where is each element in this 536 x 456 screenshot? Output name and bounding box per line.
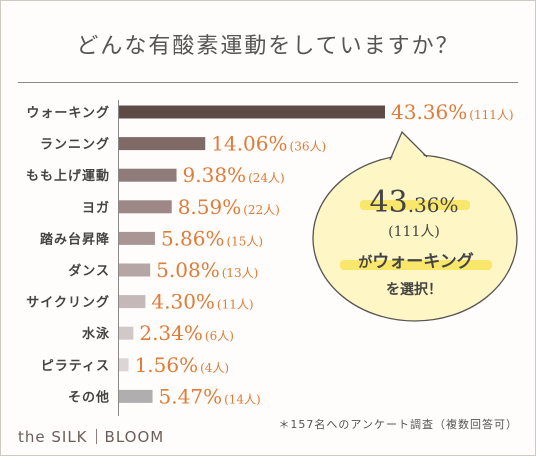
chart-title: どんな有酸素運動をしていますか？ [76,34,460,59]
value-decimal: .38% [195,163,246,187]
bar [119,231,155,245]
highlight-stroke [360,200,470,210]
value-decimal: .08% [169,258,220,282]
value-decimal: .86% [174,226,225,250]
value-decimal: .47% [171,384,222,408]
callout-last-line: を選択！ [386,281,442,298]
value-int: 5 [156,258,169,282]
category-label: サイクリング [26,295,110,311]
count-label: (13人) [222,266,259,280]
value-label: 8.59% (22人) [178,195,280,219]
count-label: (4人) [200,361,229,375]
highlight-stroke [340,260,492,270]
value-label: 2.34% (6人) [139,321,234,345]
category-label: ダンス [68,263,110,279]
value-int: 43 [391,100,416,124]
bar [119,200,172,214]
value-decimal: .30% [164,290,215,314]
bar [119,105,385,119]
count-label: (14人) [224,392,261,406]
count-label: (36人) [290,140,327,154]
value-int: 1 [135,353,148,377]
category-label: ランニング [40,137,110,153]
value-label: 4.30% (11人) [151,290,253,314]
count-label: (11人) [217,298,254,312]
count-label: (111人) [469,108,513,122]
count-label: (24人) [248,171,285,185]
brand-name-primary: the SILK [18,428,88,446]
callout-main-line: がウォーキング [358,251,474,272]
value-int: 8 [178,195,191,219]
bar [119,263,151,277]
callout-percent-decimal: .36% [408,193,459,217]
bar [119,326,134,340]
callout-tail [389,130,428,161]
brand-name-secondary: BLOOM [104,428,165,446]
value-label: 1.56% (4人) [135,353,230,377]
value-decimal: .34% [152,321,203,345]
survey-note: ＊157名へのアンケート調査（複数回答可） [278,418,518,431]
value-int: 9 [183,163,196,187]
bar [119,389,153,403]
value-label: 5.47% (14人) [159,384,261,408]
category-label: ピラティス [41,359,110,374]
value-decimal: .56% [147,353,198,377]
value-int: 5 [161,226,174,250]
y-axis-line [118,100,119,416]
category-label: ヨガ [82,201,110,216]
category-label: 水泳 [82,326,110,342]
value-label: 14.06% (36人) [211,132,326,156]
callout-tail-fill [392,132,425,158]
value-label: 5.08% (13人) [156,258,258,282]
title-divider [18,82,518,83]
category-label: もも上げ運動 [26,168,110,184]
value-label: 43.36% (111人) [391,100,514,124]
count-label: (15人) [226,234,263,248]
value-int: 4 [151,290,164,314]
bar [119,137,206,151]
value-decimal: .06% [237,132,288,156]
category-label: その他 [68,389,110,405]
count-label: (22人) [243,203,280,217]
callout-activity: ウォーキング [372,251,474,272]
value-int: 5 [159,384,172,408]
value-label: 5.86% (15人) [161,226,263,250]
bar [119,168,177,182]
callout-prefix: が [358,254,373,271]
value-label: 9.38% (24人) [183,163,285,187]
category-label: ウォーキング [26,105,110,121]
bar [119,295,146,309]
value-int: 14 [211,132,236,156]
bar [119,358,129,372]
callout-percent-int: 43 [370,185,408,220]
callout-percent: 43.36% [370,185,459,220]
value-int: 2 [139,321,152,345]
category-label: 踏み台昇降 [40,231,110,247]
callout-count: (111人) [388,224,440,240]
count-label: (6人) [205,329,234,343]
value-decimal: .36% [416,100,467,124]
brand-separator [95,429,97,444]
value-decimal: .59% [190,195,241,219]
brand-logo: the SILK BLOOM [18,428,164,446]
